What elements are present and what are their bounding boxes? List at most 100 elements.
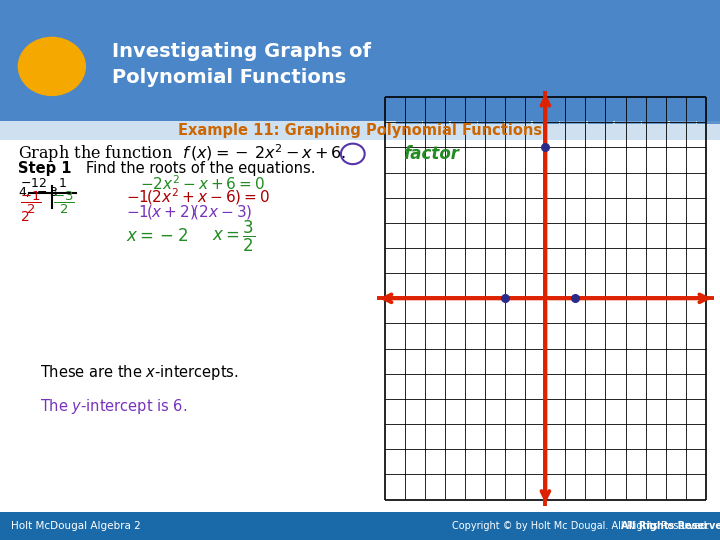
Text: Find the roots of the equations.: Find the roots of the equations. — [86, 161, 316, 176]
Bar — [697, 23, 720, 42]
Text: $-1\!\left(2x^2+x-6\right)=0$: $-1\!\left(2x^2+x-6\right)=0$ — [126, 187, 270, 207]
Bar — [533, 105, 559, 124]
Bar — [423, 64, 449, 83]
Bar — [670, 23, 696, 42]
Text: Investigating Graphs of: Investigating Graphs of — [112, 42, 371, 61]
Bar — [560, 23, 586, 42]
Bar — [588, 43, 613, 63]
Text: $-1\!\left(x+2\right)\!\left(2x-3\right)$: $-1\!\left(x+2\right)\!\left(2x-3\right)… — [126, 202, 253, 221]
Bar — [615, 105, 641, 124]
Bar — [505, 64, 531, 83]
Bar — [615, 43, 641, 63]
Bar — [697, 105, 720, 124]
Text: $-2x^2-x+6=0$: $-2x^2-x+6=0$ — [140, 174, 266, 193]
Text: $-12$: $-12$ — [20, 177, 48, 190]
Bar — [505, 105, 531, 124]
Bar — [588, 2, 613, 22]
Bar — [670, 84, 696, 104]
Text: $\dfrac{-3}{2}$: $\dfrac{-3}{2}$ — [53, 190, 74, 215]
Bar — [670, 2, 696, 22]
Bar — [588, 64, 613, 83]
Bar — [670, 105, 696, 124]
Bar — [451, 64, 477, 83]
Bar — [478, 23, 504, 42]
Bar — [505, 23, 531, 42]
Text: The $y$-intercept is 6.: The $y$-intercept is 6. — [40, 396, 187, 416]
Ellipse shape — [17, 37, 86, 96]
Bar — [451, 84, 477, 104]
Bar — [615, 2, 641, 22]
Text: $4,\,-3$: $4,\,-3$ — [18, 185, 58, 199]
Text: Polynomial Functions: Polynomial Functions — [112, 68, 346, 87]
Bar — [451, 105, 477, 124]
Text: factor: factor — [403, 145, 459, 163]
Text: Example 11: Graphing Polynomial Functions: Example 11: Graphing Polynomial Function… — [178, 124, 542, 138]
Bar — [642, 84, 668, 104]
Bar — [588, 84, 613, 104]
Bar — [451, 2, 477, 22]
Bar — [423, 84, 449, 104]
Bar — [478, 2, 504, 22]
Text: Copyright © by Holt Mc Dougal. All Rights Reserved.: Copyright © by Holt Mc Dougal. All Right… — [452, 521, 709, 531]
Bar — [670, 43, 696, 63]
Bar — [615, 84, 641, 104]
Text: Holt McDougal Algebra 2: Holt McDougal Algebra 2 — [11, 521, 140, 531]
Text: Step 1: Step 1 — [18, 161, 71, 176]
Bar — [533, 43, 559, 63]
Text: All Rights Reserved.: All Rights Reserved. — [621, 521, 720, 531]
Bar — [615, 23, 641, 42]
Bar — [505, 2, 531, 22]
Bar — [642, 43, 668, 63]
Bar — [588, 105, 613, 124]
Text: Graph the function  $f\,(x) = -\,2x^2 - x + 6$.: Graph the function $f\,(x) = -\,2x^2 - x… — [18, 143, 346, 165]
Bar — [396, 43, 422, 63]
Bar — [615, 64, 641, 83]
Bar — [533, 64, 559, 83]
Bar — [560, 64, 586, 83]
Bar — [478, 105, 504, 124]
Bar — [642, 2, 668, 22]
Bar — [396, 23, 422, 42]
Text: $2$: $2$ — [20, 210, 30, 224]
Bar — [478, 84, 504, 104]
Bar — [505, 43, 531, 63]
Bar — [396, 84, 422, 104]
Bar — [642, 105, 668, 124]
Bar — [697, 84, 720, 104]
Bar — [533, 23, 559, 42]
Bar — [642, 23, 668, 42]
Bar — [451, 23, 477, 42]
Bar — [423, 43, 449, 63]
Bar — [423, 2, 449, 22]
Bar — [478, 43, 504, 63]
Text: $1$: $1$ — [58, 177, 66, 190]
Bar — [588, 23, 613, 42]
Bar — [396, 105, 422, 124]
Text: These are the $x$-intercepts.: These are the $x$-intercepts. — [40, 363, 238, 382]
Bar — [697, 64, 720, 83]
Bar — [423, 23, 449, 42]
Bar — [451, 43, 477, 63]
Bar — [560, 43, 586, 63]
Bar — [396, 2, 422, 22]
Bar — [533, 84, 559, 104]
Bar — [0, 0, 720, 124]
Bar — [560, 105, 586, 124]
Bar — [642, 64, 668, 83]
Bar — [0, 512, 720, 540]
Bar — [0, 122, 720, 140]
Text: $\dfrac{-1}{2}$: $\dfrac{-1}{2}$ — [20, 190, 42, 215]
Bar — [0, 140, 720, 512]
Bar — [396, 64, 422, 83]
Bar — [505, 84, 531, 104]
Text: $x=\dfrac{3}{2}$: $x=\dfrac{3}{2}$ — [212, 218, 256, 254]
Bar — [533, 2, 559, 22]
Text: $x=-2$: $x=-2$ — [126, 227, 188, 245]
Bar — [697, 2, 720, 22]
Bar — [560, 2, 586, 22]
Bar — [423, 105, 449, 124]
Bar — [560, 84, 586, 104]
Bar — [697, 43, 720, 63]
Bar — [478, 64, 504, 83]
Bar — [670, 64, 696, 83]
